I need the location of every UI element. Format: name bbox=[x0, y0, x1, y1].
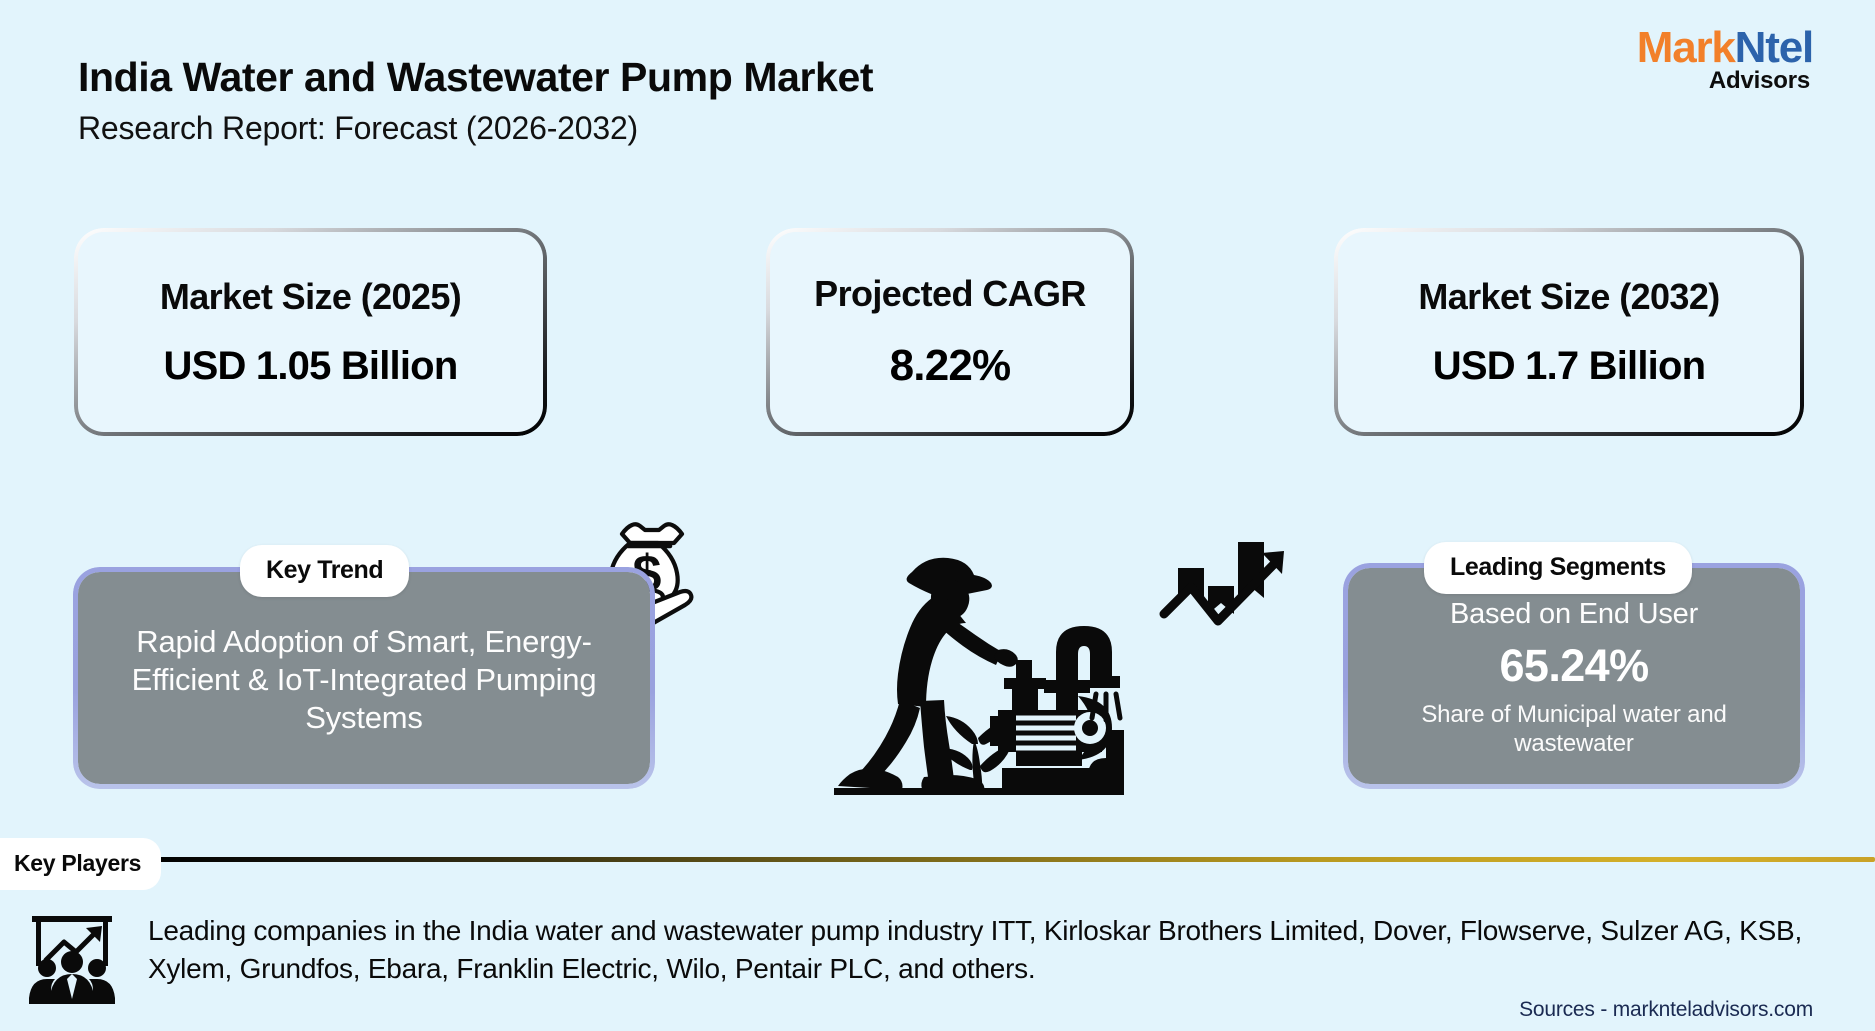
leading-segments-chip: Leading Segments bbox=[1424, 542, 1692, 594]
stat-card-market-size-2025: Market Size (2025) USD 1.05 Billion bbox=[78, 232, 543, 432]
logo-wordmark: MarkNtel bbox=[1636, 23, 1815, 72]
logo-tagline: Advisors bbox=[1708, 67, 1810, 94]
business-team-presentation-icon bbox=[24, 908, 120, 1004]
header: India Water and Wastewater Pump Market R… bbox=[78, 54, 874, 147]
key-trend-panel: Rapid Adoption of Smart, Energy-Efficien… bbox=[78, 572, 650, 784]
leading-segments-panel: Based on End User 65.24% Share of Munici… bbox=[1348, 568, 1800, 784]
stat-value: USD 1.05 Billion bbox=[163, 343, 459, 388]
key-players-text: Leading companies in the India water and… bbox=[148, 915, 1802, 985]
stat-value: USD 1.7 Billion bbox=[1432, 343, 1706, 388]
stat-cards-row: Market Size (2025) USD 1.05 Billion $ Pr bbox=[0, 232, 1875, 629]
stat-label: Projected CAGR bbox=[814, 273, 1086, 314]
segment-share-note: Share of Municipal water and wastewater bbox=[1421, 700, 1727, 757]
logo-wordmark-ntel: Ntel bbox=[1734, 23, 1815, 72]
sources-label: Sources - marknteladvisors.com bbox=[1519, 998, 1813, 1021]
key-players-divider bbox=[150, 857, 1875, 862]
segment-basis: Based on End User bbox=[1449, 597, 1699, 630]
growth-chart-arrow-icon bbox=[1158, 520, 1294, 636]
key-trend-text: Rapid Adoption of Smart, Energy-Efficien… bbox=[131, 624, 597, 735]
logo-wordmark-mark: Mark bbox=[1636, 23, 1736, 72]
farmer-operating-water-pump-illustration bbox=[820, 538, 1136, 800]
page-subtitle: Research Report: Forecast (2026-2032) bbox=[78, 110, 638, 147]
page-title: India Water and Wastewater Pump Market bbox=[78, 54, 874, 100]
stat-card-market-size-2032: Market Size (2032) USD 1.7 Billion bbox=[1338, 232, 1800, 432]
stat-value: 8.22% bbox=[889, 341, 1012, 390]
stat-label: Market Size (2032) bbox=[1418, 275, 1720, 317]
stat-card-projected-cagr: Projected CAGR 8.22% bbox=[770, 232, 1130, 432]
brand-logo: MarkNtel Advisors bbox=[1636, 23, 1815, 95]
stat-label: Market Size (2025) bbox=[159, 275, 462, 317]
key-players-chip: Key Players bbox=[0, 838, 162, 890]
key-trend-chip: Key Trend bbox=[240, 545, 410, 597]
segment-share-value: 65.24% bbox=[1499, 639, 1649, 691]
